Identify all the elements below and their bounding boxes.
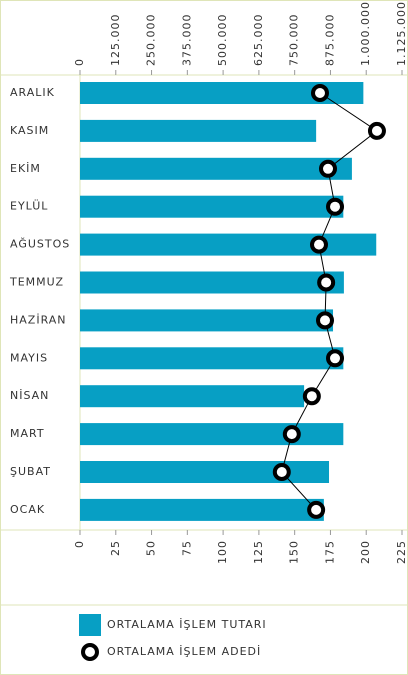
x-tick-label: 1.000.000 [359, 1, 372, 66]
category-label: MART [10, 427, 45, 440]
category-label: EKİM [10, 162, 41, 175]
bar [80, 233, 377, 256]
x-tick-label: 1.125.000 [395, 1, 408, 66]
bar [80, 82, 364, 104]
category-label: ŞUBAT [10, 465, 51, 478]
bar [80, 385, 305, 408]
bar [80, 498, 324, 521]
point [309, 235, 328, 254]
point [307, 500, 326, 519]
x-tick-label: 750.000 [288, 14, 301, 67]
x-tick-label: 500.000 [216, 14, 229, 67]
legend-label: ORTALAMA İŞLEM TUTARI [107, 618, 267, 631]
x2-tick-label: 100 [216, 540, 229, 564]
legend-label: ORTALAMA İŞLEM ADEDİ [107, 645, 261, 658]
x2-tick-label: 225 [395, 540, 408, 564]
x-tick-label: 375.000 [180, 14, 193, 67]
category-label: HAZİRAN [10, 313, 67, 326]
category-label: EYLÜL [10, 200, 48, 213]
bar [80, 119, 317, 142]
point [302, 387, 321, 406]
bar [80, 423, 344, 446]
bar [80, 195, 344, 218]
bar [80, 309, 334, 332]
point [310, 84, 329, 102]
bar [80, 157, 352, 180]
category-label: AĞUSTOS [10, 238, 70, 251]
x2-tick-label: 150 [288, 540, 301, 564]
category-label: OCAK [10, 503, 45, 516]
legend-swatch [81, 643, 99, 661]
bar [80, 271, 344, 294]
category-label: ARALIK [10, 86, 55, 99]
point [317, 273, 336, 292]
point [272, 463, 291, 481]
x2-tick-label: 25 [109, 540, 122, 556]
x2-tick-label: 0 [73, 540, 86, 548]
point [326, 197, 345, 216]
point [367, 121, 386, 140]
x2-tick-label: 175 [323, 540, 336, 564]
point [316, 311, 335, 330]
x2-tick-label: 125 [252, 540, 265, 564]
point [319, 159, 338, 178]
bar [80, 347, 344, 370]
x2-tick-label: 200 [359, 540, 372, 564]
legend-swatch [79, 614, 101, 636]
category-label: TEMMUZ [9, 276, 64, 289]
point [326, 349, 345, 368]
category-label: MAYIS [10, 351, 48, 364]
x2-tick-label: 75 [180, 540, 193, 556]
x-tick-label: 625.000 [252, 14, 265, 67]
x2-tick-label: 50 [145, 540, 158, 556]
category-label: KASIM [10, 124, 49, 137]
category-label: NİSAN [10, 389, 49, 402]
x-tick-label: 0 [73, 58, 86, 66]
bar [80, 461, 330, 483]
x-tick-label: 875.000 [323, 14, 336, 67]
point [282, 425, 301, 444]
x-tick-label: 250.000 [145, 14, 158, 67]
x-tick-label: 125.000 [109, 14, 122, 67]
line [281, 92, 378, 511]
